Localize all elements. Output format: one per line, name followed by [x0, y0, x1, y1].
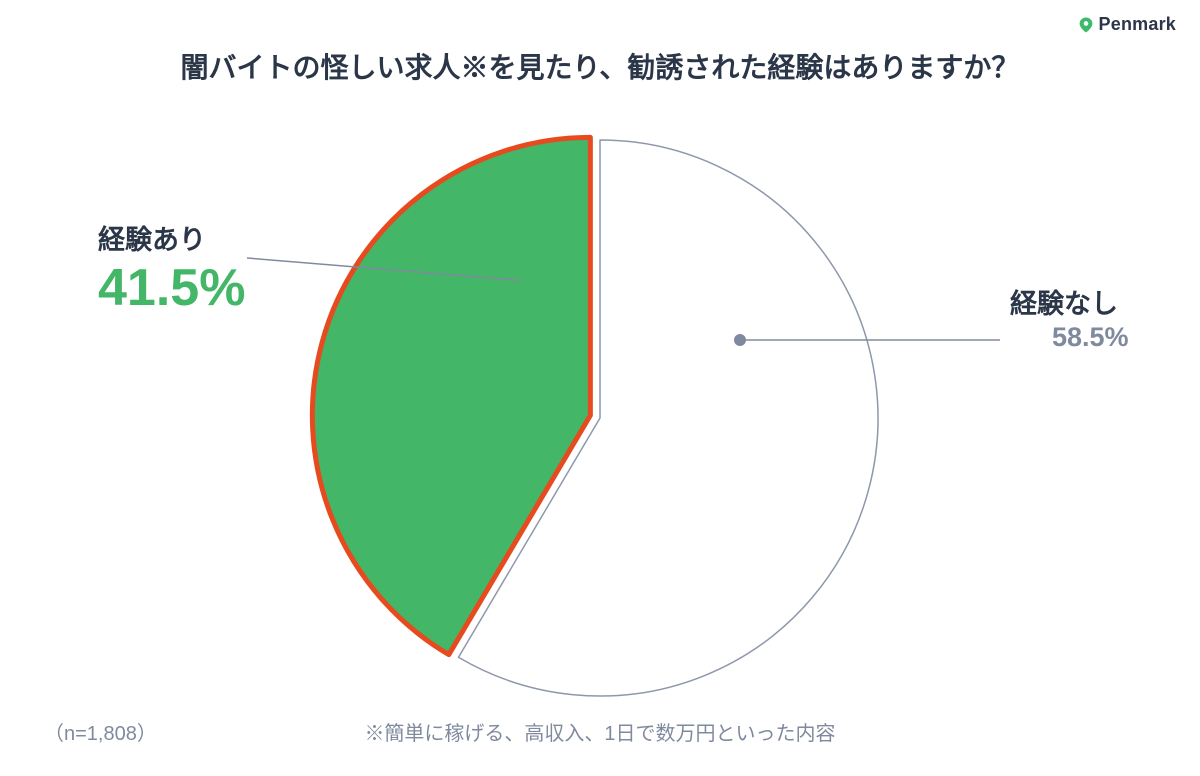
slice-value-not-experienced: 58.5% — [1052, 322, 1129, 353]
slice-value-experienced: 41.5% — [98, 258, 245, 318]
slice-label-not-experienced: 経験なし — [1010, 282, 1118, 321]
pie-chart — [0, 0, 1200, 776]
slice-label-experienced: 経験あり — [98, 218, 206, 257]
footnote: ※簡単に稼げる、高収入、1日で数万円といった内容 — [0, 717, 1200, 746]
